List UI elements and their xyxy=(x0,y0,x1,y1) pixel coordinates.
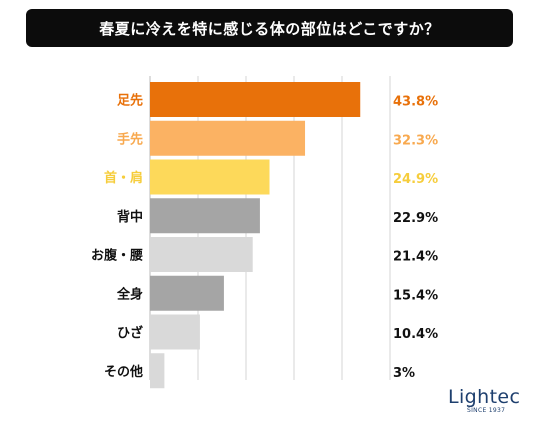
bar xyxy=(150,198,260,234)
category-label: 足先 xyxy=(117,93,143,109)
value-label: 3% xyxy=(393,366,415,381)
category-label: その他 xyxy=(104,364,143,380)
bar xyxy=(150,82,361,117)
value-label: 15.4% xyxy=(393,288,438,303)
chart-title: 春夏に冷えを特に感じる体の部位はどこですか？ xyxy=(99,19,440,38)
value-label: 32.3% xyxy=(393,133,438,148)
bar xyxy=(150,353,165,389)
brand-logo: Lightec SINCE 1937 xyxy=(448,386,521,416)
category-label: 首・肩 xyxy=(104,170,143,186)
bar xyxy=(150,237,253,272)
category-label: お腹・腰 xyxy=(91,248,143,264)
bar xyxy=(150,275,224,311)
brand-tagline: SINCE 1937 xyxy=(467,407,506,414)
category-label: 背中 xyxy=(117,209,143,225)
category-label: 手先 xyxy=(117,131,143,147)
value-labels: 43.8% 32.3% 24.9% 22.9% 21.4% 15.4% 10.4% 3% xyxy=(393,95,438,381)
bar xyxy=(150,120,306,156)
value-label: 10.4% xyxy=(393,327,438,342)
value-label: 22.9% xyxy=(393,211,438,226)
bars xyxy=(150,82,361,389)
chart-title-bar: 春夏に冷えを特に感じる体の部位はどこですか？ xyxy=(26,9,513,47)
category-label: 全身 xyxy=(116,286,143,302)
brand-name: Lightec xyxy=(448,386,521,408)
category-label: ひざ xyxy=(117,325,143,341)
bar xyxy=(150,159,270,195)
value-label: 24.9% xyxy=(393,172,438,187)
value-label: 21.4% xyxy=(393,250,438,265)
bar xyxy=(150,314,200,350)
value-label: 43.8% xyxy=(393,95,438,110)
